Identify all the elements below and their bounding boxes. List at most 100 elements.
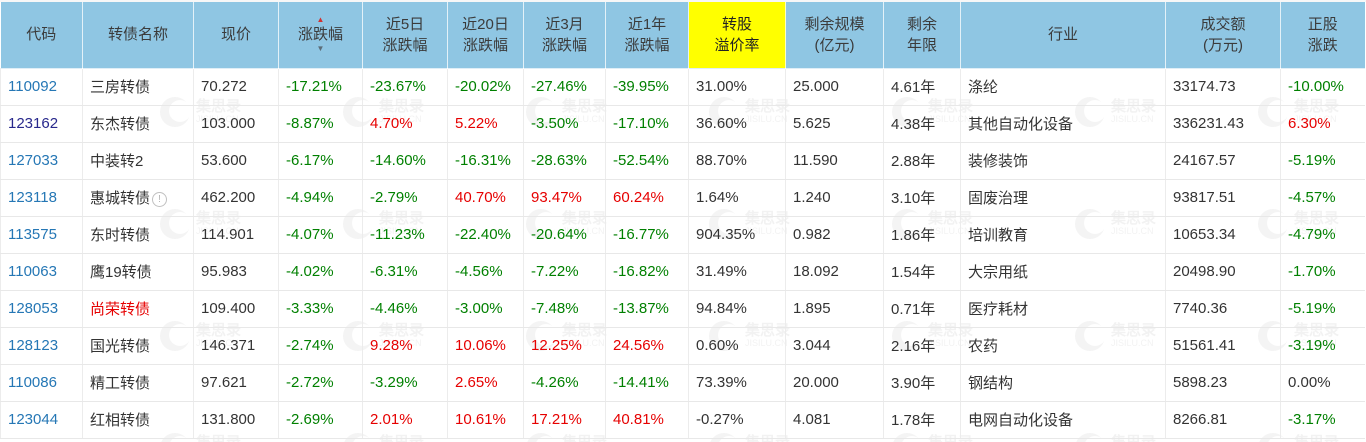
cell-code[interactable]: 128053 xyxy=(0,290,83,328)
cell-stockchg: -3.17% xyxy=(1280,401,1365,439)
cell-chg: -4.07% xyxy=(278,216,363,254)
col-header-label: 涨跌幅 xyxy=(462,36,508,54)
col-header-stockchg[interactable]: 正股 涨跌 xyxy=(1280,2,1365,68)
cell-name: 红相转债 xyxy=(82,401,194,439)
cell-chg1y: -52.54% xyxy=(605,142,689,180)
col-header-price[interactable]: 现价 xyxy=(193,2,279,68)
cell-price: 131.800 xyxy=(193,401,279,439)
cell-chg: -2.74% xyxy=(278,327,363,365)
cell-turnover: 8266.81 xyxy=(1165,401,1281,439)
bond-code-link[interactable]: 128123 xyxy=(8,337,59,354)
cell-price: 103.000 xyxy=(193,105,279,143)
col-header-code[interactable]: 代码 xyxy=(0,2,83,68)
cell-turnover: 33174.73 xyxy=(1165,67,1281,106)
cell-price: 462.200 xyxy=(193,179,279,217)
cell-years: 3.10年 xyxy=(883,179,961,217)
cell-code[interactable]: 110063 xyxy=(0,253,83,291)
bond-code-link[interactable]: 110086 xyxy=(8,374,57,391)
cell-chg: -4.94% xyxy=(278,179,363,217)
bond-code-link[interactable]: 123162 xyxy=(8,115,59,132)
cell-code[interactable]: 123118 xyxy=(0,179,83,217)
cell-chg3m: -27.46% xyxy=(523,67,606,106)
cell-scale: 11.590 xyxy=(785,142,884,180)
table-row: 123118 惠城转债! 462.200 -4.94% -2.79% 40.70% 93.4… xyxy=(0,179,1365,217)
cell-chg3m: -7.22% xyxy=(523,253,606,291)
col-header-chg5[interactable]: 近5日 涨跌幅 xyxy=(362,2,448,68)
bond-name: 惠城转债 xyxy=(90,190,151,207)
col-header-chg20[interactable]: 近20日涨跌幅 xyxy=(447,2,524,68)
info-icon[interactable]: ! xyxy=(152,192,168,207)
cell-chg5: -4.46% xyxy=(362,290,448,328)
cell-chg: -4.02% xyxy=(278,253,363,291)
col-header-label: 转债名称 xyxy=(107,26,168,44)
cell-code[interactable]: 123044 xyxy=(0,401,83,439)
cell-premium: 0.60% xyxy=(688,327,786,365)
col-header-years[interactable]: 剩余 年限 xyxy=(883,2,961,68)
col-header-chg[interactable]: ▲ 涨跌幅 ▼ xyxy=(278,2,363,68)
cell-chg: -6.17% xyxy=(278,142,363,180)
sort-asc-icon[interactable]: ▲ xyxy=(316,15,325,25)
cell-chg5: 2.01% xyxy=(362,401,448,439)
cell-chg1y: 40.81% xyxy=(605,401,689,439)
table-row: 123162 东杰转债 103.000 -8.87% 4.70% 5.22% -3.50% -… xyxy=(0,105,1365,143)
cell-price: 109.400 xyxy=(193,290,279,328)
cell-code[interactable]: 127033 xyxy=(0,142,83,180)
table-header: 代码 转债名称 现价 ▲ 涨跌幅 ▼ 近5日 涨跌幅 近20日 涨跌幅 近3月 涨跌幅 近1年 涨跌幅 转股… xyxy=(0,2,1365,68)
cell-name: 尚荣转债 xyxy=(82,290,194,328)
bond-code-link[interactable]: 123118 xyxy=(8,189,57,206)
bond-code-link[interactable]: 110063 xyxy=(8,263,57,280)
col-header-chg1y[interactable]: 近1年 涨跌幅 xyxy=(605,2,689,68)
cell-code[interactable]: 110086 xyxy=(0,364,83,402)
table-row: 128053 尚荣转债 109.400 -3.33% -4.46% -3.00% -7.48… xyxy=(0,290,1365,328)
col-header-label: 转股 xyxy=(721,15,752,33)
cell-chg3m: 12.25% xyxy=(523,327,606,365)
cell-chg1y: -16.82% xyxy=(605,253,689,291)
col-header-label: 正股 xyxy=(1307,15,1338,33)
cell-industry: 装修装饰 xyxy=(960,142,1166,180)
col-header-label: 近1年 xyxy=(627,15,667,33)
col-header-name[interactable]: 转债名称 xyxy=(82,2,194,68)
cell-turnover: 51561.41 xyxy=(1165,327,1281,365)
cell-industry: 医疗耗材 xyxy=(960,290,1166,328)
col-header-industry[interactable]: 行业 xyxy=(960,2,1166,68)
cell-scale: 0.982 xyxy=(785,216,884,254)
cell-scale: 1.895 xyxy=(785,290,884,328)
cell-code[interactable]: 110092 xyxy=(0,67,83,106)
cell-code[interactable]: 123162 xyxy=(0,105,83,143)
cell-chg5: -23.67% xyxy=(362,67,448,106)
cell-chg5: 9.28% xyxy=(362,327,448,365)
cell-chg20: -4.56% xyxy=(447,253,524,291)
col-header-label: 近5日 xyxy=(385,15,425,33)
cell-chg20: -16.31% xyxy=(447,142,524,180)
col-header-label: 近20日 xyxy=(462,15,509,33)
cell-stockchg: -5.19% xyxy=(1280,290,1365,328)
col-header-label: 年限 xyxy=(906,36,937,54)
cell-scale: 4.081 xyxy=(785,401,884,439)
col-header-label: 涨跌 xyxy=(1307,36,1338,54)
header-row: 代码 转债名称 现价 ▲ 涨跌幅 ▼ 近5日 涨跌幅 近20日 涨跌幅 近3月 涨跌幅 近1年 涨跌幅 转股… xyxy=(0,2,1365,68)
col-header-chg3m[interactable]: 近3月 涨跌幅 xyxy=(523,2,606,68)
table-row: 123044 红相转债 131.800 -2.69% 2.01% 10.61% 17.21%… xyxy=(0,401,1365,439)
col-header-turnover[interactable]: 成交额 (万元) xyxy=(1165,2,1281,68)
col-header-premium[interactable]: 转股 溢价率 xyxy=(688,2,786,68)
bond-code-link[interactable]: 113575 xyxy=(8,226,57,243)
cell-price: 114.901 xyxy=(193,216,279,254)
bond-name: 中装转2 xyxy=(90,153,144,170)
cell-turnover: 5898.23 xyxy=(1165,364,1281,402)
bond-code-link[interactable]: 127033 xyxy=(8,152,59,169)
col-header-scale[interactable]: 剩余规模 (亿元) xyxy=(785,2,884,68)
col-header-label: 现价 xyxy=(220,26,251,44)
cell-chg: -2.72% xyxy=(278,364,363,402)
bond-code-link[interactable]: 123044 xyxy=(8,411,59,428)
bond-code-link[interactable]: 128053 xyxy=(8,300,59,317)
bond-code-link[interactable]: 110092 xyxy=(8,78,57,95)
cell-name: 惠城转债! xyxy=(82,179,194,217)
cell-code[interactable]: 113575 xyxy=(0,216,83,254)
cell-scale: 3.044 xyxy=(785,327,884,365)
bond-name: 精工转债 xyxy=(90,375,151,392)
cell-premium: 73.39% xyxy=(688,364,786,402)
sort-desc-icon[interactable]: ▼ xyxy=(316,44,325,54)
cell-code[interactable]: 128123 xyxy=(0,327,83,365)
